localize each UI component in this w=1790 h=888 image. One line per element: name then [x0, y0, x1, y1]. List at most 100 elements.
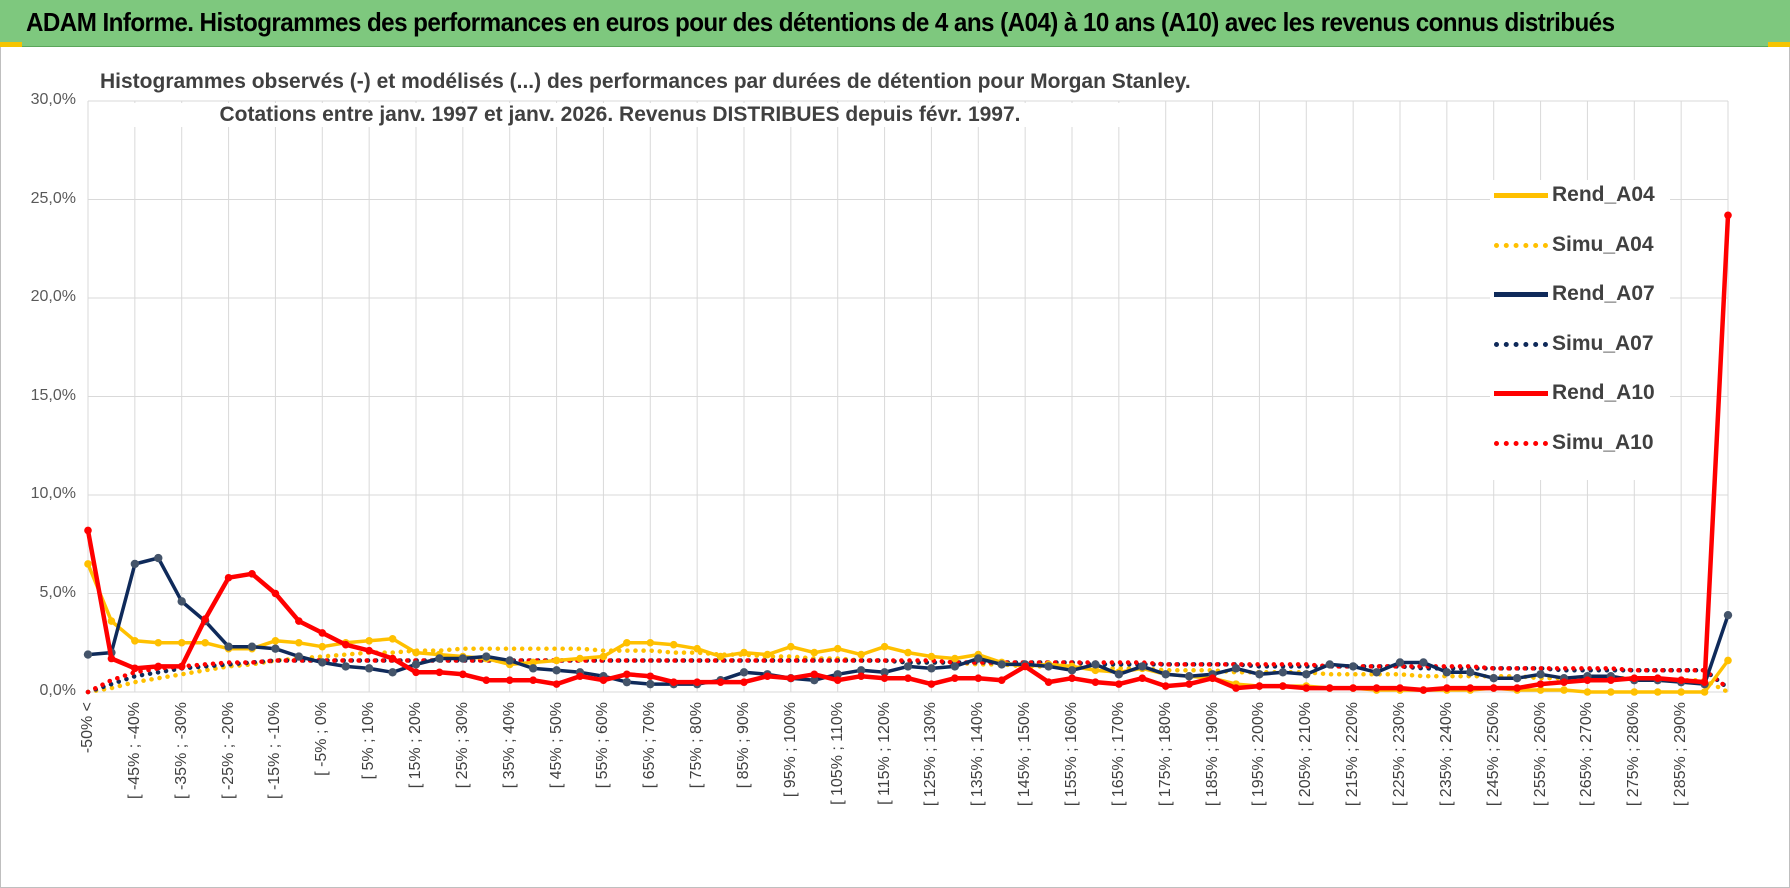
data-point — [1232, 684, 1240, 692]
data-point — [1231, 664, 1241, 673]
data-point — [528, 664, 538, 673]
legend-label: Simu_A10 — [1552, 430, 1654, 454]
data-point — [1630, 688, 1639, 696]
data-point — [1302, 670, 1311, 679]
data-point — [1185, 680, 1193, 688]
data-point — [154, 553, 163, 563]
data-point — [599, 652, 608, 661]
data-point — [247, 642, 257, 651]
data-point — [412, 668, 420, 677]
data-point — [482, 676, 491, 684]
data-point — [224, 573, 233, 582]
legend-item: Rend_A10 — [1490, 378, 1670, 410]
data-point — [294, 652, 304, 661]
x-tick-label: [ 115% ; 120% — [875, 702, 893, 805]
data-point — [857, 650, 865, 659]
x-tick-label: [ 25% ; 30% — [453, 702, 471, 789]
series-simu-a07 — [85, 658, 1731, 695]
series-simu-a04 — [85, 646, 1731, 695]
data-point — [1536, 686, 1545, 694]
data-point — [1349, 684, 1357, 692]
x-tick-label: [ -15% ; -10% — [266, 702, 284, 799]
series-simu-a10 — [85, 658, 1731, 695]
x-tick-label: [ 55% ; 60% — [594, 702, 612, 789]
x-tick-label: [ 45% ; 50% — [547, 702, 565, 789]
data-point — [107, 617, 116, 625]
data-point — [1443, 684, 1451, 692]
data-point — [1255, 670, 1264, 679]
data-point — [341, 640, 350, 649]
x-tick-label: [ 165% ; 170% — [1109, 702, 1127, 807]
data-point — [552, 656, 561, 665]
data-point — [740, 678, 748, 686]
data-point — [810, 670, 819, 679]
data-point — [1348, 662, 1358, 671]
legend-swatch — [1494, 341, 1548, 347]
x-tick-label: [ 275% ; 280% — [1625, 702, 1643, 807]
data-point — [1044, 678, 1053, 686]
legend-item: Simu_A04 — [1490, 230, 1670, 262]
data-point — [974, 674, 983, 683]
data-point — [271, 589, 280, 598]
data-point — [739, 668, 749, 677]
data-point — [83, 650, 93, 659]
data-point — [1161, 682, 1170, 690]
chart-subtitle: Cotations entre janv. 1997 et janv. 2026… — [100, 103, 1140, 127]
data-point — [787, 642, 795, 651]
legend-swatch — [1494, 440, 1548, 446]
data-point — [1700, 688, 1709, 696]
data-point — [1372, 684, 1381, 692]
data-point — [505, 676, 514, 684]
data-point — [459, 670, 467, 679]
data-point — [1630, 674, 1639, 683]
x-tick-label: [ -35% ; -30% — [172, 702, 190, 799]
data-point — [318, 629, 327, 637]
data-point — [576, 654, 584, 663]
data-point — [201, 615, 209, 623]
data-point — [669, 678, 678, 686]
data-point — [552, 666, 561, 675]
legend-item: Simu_A10 — [1490, 428, 1670, 460]
data-point — [833, 644, 842, 653]
data-point — [107, 654, 116, 663]
data-point — [271, 644, 280, 653]
x-tick-label: [ 65% ; 70% — [641, 702, 659, 789]
legend-item: Simu_A07 — [1490, 329, 1670, 361]
data-point — [1677, 688, 1685, 696]
data-point — [177, 662, 186, 671]
data-point — [1723, 610, 1733, 620]
x-tick-label: [ 75% ; 80% — [688, 702, 706, 789]
data-point — [1607, 688, 1615, 696]
x-tick-label: [ -5% ; 0% — [313, 702, 331, 776]
x-tick-label: [ 105% ; 110% — [828, 702, 846, 805]
x-tick-label: [ 205% ; 210% — [1297, 702, 1315, 807]
data-point — [1466, 668, 1475, 677]
data-point — [177, 597, 186, 606]
data-point — [1091, 666, 1100, 675]
data-point — [364, 664, 374, 673]
data-point — [880, 674, 889, 683]
data-point — [1560, 678, 1568, 686]
data-point — [365, 646, 373, 655]
data-point — [458, 654, 468, 663]
data-point — [740, 648, 748, 657]
x-tick-label: [ -45% ; -40% — [125, 702, 143, 799]
data-point — [130, 559, 140, 569]
header-corner-right — [1768, 42, 1790, 47]
data-point — [295, 617, 303, 625]
data-point — [1560, 686, 1568, 694]
data-point — [716, 678, 725, 686]
data-point — [1067, 666, 1077, 675]
data-point — [857, 672, 865, 681]
data-point — [1115, 680, 1123, 688]
series-line — [85, 658, 1731, 695]
legend-item: Rend_A04 — [1490, 180, 1670, 212]
data-point — [927, 680, 936, 688]
data-point — [716, 652, 725, 661]
x-tick-label: [ 5% ; 10% — [360, 702, 378, 780]
legend-swatch — [1494, 292, 1548, 297]
data-point — [529, 658, 537, 667]
x-tick-label: [ 95% ; 100% — [781, 702, 799, 798]
data-point — [810, 675, 819, 685]
